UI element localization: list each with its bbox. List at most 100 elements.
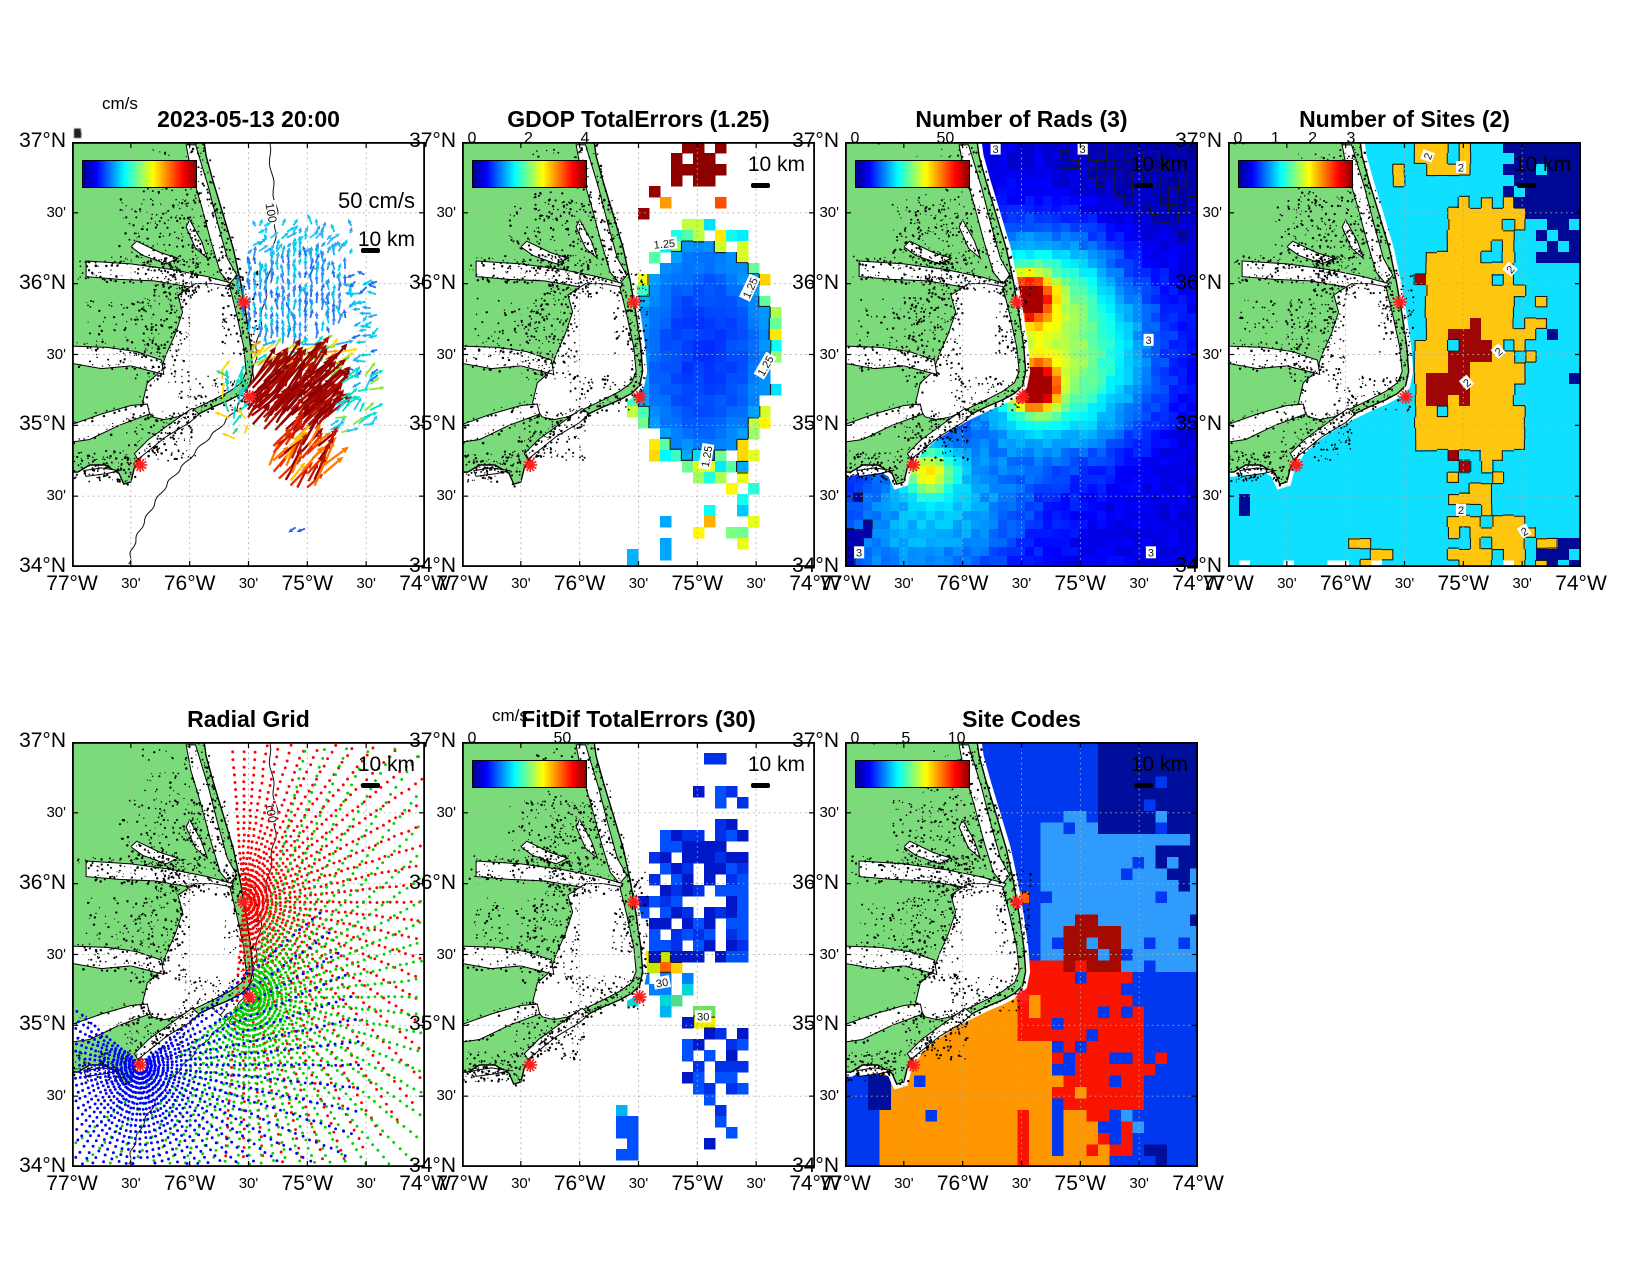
map-canvas-gdop xyxy=(462,142,815,567)
lat-tick-label: 30' xyxy=(1202,203,1222,221)
colorbar-tick-sitecodes: 5 xyxy=(901,730,911,747)
lon-tick-label: 75°W xyxy=(671,572,724,595)
lat-tick-label: 35°N xyxy=(792,1012,839,1036)
units-label-fitdif: cm/s xyxy=(492,706,528,725)
lat-tick-label: 35°N xyxy=(409,1012,456,1036)
scale-bar-label-radial: 10 km xyxy=(357,753,415,776)
lon-tick-label: 30' xyxy=(1129,1175,1149,1192)
lon-tick-label: 30' xyxy=(1512,575,1532,592)
colorbar-rads xyxy=(855,160,970,188)
lon-tick-label: 75°W xyxy=(1054,572,1107,595)
lat-tick-label: 34°N xyxy=(409,1154,456,1177)
lon-tick-label: 30' xyxy=(238,1175,259,1192)
scale-bar-rads xyxy=(1134,183,1153,188)
lat-tick-label: 30' xyxy=(819,487,839,505)
colorbar-tick-sites: 2 xyxy=(1308,130,1318,147)
lon-tick-label: 30' xyxy=(1277,575,1297,592)
panel-title-sitecodes: Site Codes xyxy=(962,706,1081,732)
lat-tick-label: 30' xyxy=(46,803,66,821)
lat-tick-label: 35°N xyxy=(792,412,839,436)
colorbar-tick-sitecodes: 10 xyxy=(947,730,966,747)
lon-tick-label: 75°W xyxy=(281,1172,334,1195)
panel-title-totals: 2023-05-13 20:00 xyxy=(157,106,340,132)
lat-tick-label: 30' xyxy=(1202,345,1222,363)
colorbar-tick-fitdif: 50 xyxy=(553,730,572,747)
panel-title-fitdif: FitDif TotalErrors (30) xyxy=(521,706,756,732)
lon-tick-label: 77°W xyxy=(46,1172,98,1195)
lon-tick-label: 30' xyxy=(121,575,141,592)
lon-tick-label: 30' xyxy=(356,575,376,592)
colorbar-fitdif xyxy=(472,760,587,788)
lon-tick-label: 76°W xyxy=(163,572,216,595)
lon-tick-label: 30' xyxy=(356,1175,376,1192)
lon-tick-label: 76°W xyxy=(553,572,606,595)
scale-bar-label-gdop: 10 km xyxy=(747,153,805,176)
colorbar-tick-sites: 1 xyxy=(1270,130,1280,147)
colorbar-tick-rads: 50 xyxy=(936,130,955,147)
lon-tick-label: 74°W xyxy=(399,1172,451,1195)
lat-tick-label: 36°N xyxy=(792,270,839,294)
lat-tick-label: 35°N xyxy=(19,412,66,436)
lat-tick-label: 30' xyxy=(819,203,839,221)
lon-tick-label: 77°W xyxy=(436,1172,488,1195)
lon-tick-label: 77°W xyxy=(819,572,871,595)
colorbar-gdop xyxy=(472,160,587,188)
lon-tick-label: 75°W xyxy=(1054,1172,1107,1195)
lat-tick-label: 34°N xyxy=(19,1154,66,1177)
map-canvas-fitdif xyxy=(462,742,815,1167)
map-canvas-sitecodes xyxy=(845,742,1198,1167)
lon-tick-label: 30' xyxy=(1394,575,1415,592)
scale-bar-fitdif xyxy=(751,783,770,788)
lon-tick-label: 77°W xyxy=(1202,572,1254,595)
lat-tick-label: 30' xyxy=(436,945,456,963)
lat-tick-label: 36°N xyxy=(19,270,66,294)
lon-tick-label: 74°W xyxy=(789,1172,841,1195)
scale-bar-label-rads: 10 km xyxy=(1130,153,1188,176)
scale-bar-totals xyxy=(361,248,380,253)
lon-tick-label: 75°W xyxy=(1437,572,1490,595)
lat-tick-label: 30' xyxy=(819,803,839,821)
colorbar-tick-fitdif: 0 xyxy=(467,730,477,747)
lat-tick-label: 37°N xyxy=(409,129,456,152)
colorbar-tick-gdop: 2 xyxy=(524,130,533,147)
lat-tick-label: 30' xyxy=(436,345,456,363)
lon-tick-label: 77°W xyxy=(436,572,488,595)
lon-tick-label: 74°W xyxy=(1172,1172,1224,1195)
lat-tick-label: 35°N xyxy=(1175,412,1222,436)
lat-tick-label: 35°N xyxy=(19,1012,66,1036)
lon-tick-label: 76°W xyxy=(163,1172,216,1195)
lat-tick-label: 30' xyxy=(46,1087,66,1105)
colorbar-sitecodes xyxy=(855,760,970,788)
lon-tick-label: 30' xyxy=(511,1175,531,1192)
lon-tick-label: 30' xyxy=(894,575,914,592)
lat-tick-label: 36°N xyxy=(1175,270,1222,294)
lon-tick-label: 76°W xyxy=(553,1172,606,1195)
lat-tick-label: 34°N xyxy=(409,554,456,577)
lon-tick-label: 30' xyxy=(238,575,259,592)
lon-tick-label: 75°W xyxy=(281,572,334,595)
lon-tick-label: 30' xyxy=(511,575,531,592)
lon-tick-label: 30' xyxy=(1011,575,1032,592)
lon-tick-label: 30' xyxy=(1129,575,1149,592)
lon-tick-label: 30' xyxy=(746,1175,766,1192)
lon-tick-label: 74°W xyxy=(399,572,451,595)
colorbar-tick-gdop: 4 xyxy=(580,130,590,147)
lat-tick-label: 37°N xyxy=(1175,129,1222,152)
map-canvas-radial xyxy=(72,742,425,1167)
scale-bar-sitecodes xyxy=(1134,783,1153,788)
lat-tick-label: 30' xyxy=(436,803,456,821)
lon-tick-label: 74°W xyxy=(1172,572,1224,595)
lat-tick-label: 34°N xyxy=(792,554,839,577)
lat-tick-label: 36°N xyxy=(792,870,839,894)
panel-title-gdop: GDOP TotalErrors (1.25) xyxy=(507,106,770,132)
lat-tick-label: 30' xyxy=(46,345,66,363)
colorbar-sites xyxy=(1238,160,1353,188)
panel-title-rads: Number of Rads (3) xyxy=(915,106,1128,132)
lat-tick-label: 35°N xyxy=(409,412,456,436)
lat-tick-label: 34°N xyxy=(792,1154,839,1177)
colorbar-tick-sites: 3 xyxy=(1346,130,1356,147)
lat-tick-label: 36°N xyxy=(409,270,456,294)
lon-tick-label: 30' xyxy=(1011,1175,1032,1192)
lon-tick-label: 74°W xyxy=(1555,572,1607,595)
